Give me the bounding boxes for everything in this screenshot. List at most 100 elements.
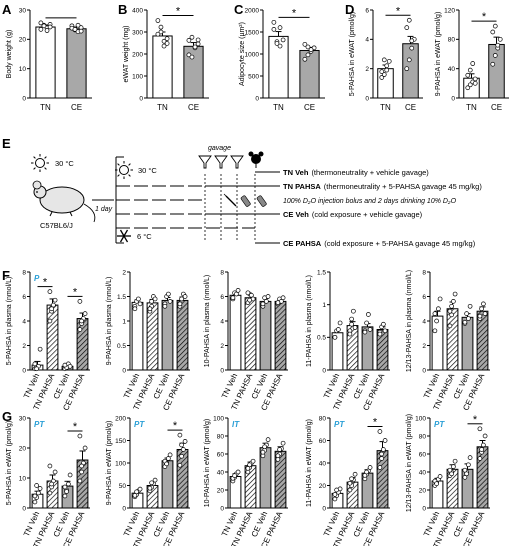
data-point bbox=[436, 306, 441, 312]
y-tick-label: 60 bbox=[319, 438, 327, 445]
data-point bbox=[77, 299, 83, 304]
data-point bbox=[280, 37, 286, 43]
data-point bbox=[275, 300, 281, 305]
data-point bbox=[382, 328, 388, 334]
bar bbox=[431, 315, 444, 371]
data-point bbox=[364, 469, 369, 475]
data-point bbox=[177, 462, 183, 468]
data-point bbox=[79, 463, 84, 469]
y-tick-label: 2000 bbox=[245, 7, 260, 14]
data-point bbox=[34, 483, 39, 488]
chart-panel-f4: 00.511.511-PAHSA in plasma (nmol/L)TN Ve… bbox=[306, 269, 390, 412]
bar bbox=[402, 43, 419, 99]
y-tick-label: 1 bbox=[122, 318, 126, 325]
y-tick-label: 20 bbox=[319, 483, 327, 490]
data-point bbox=[302, 41, 308, 47]
data-point bbox=[381, 72, 387, 77]
bar bbox=[229, 294, 242, 371]
stat-test-label: PT bbox=[434, 420, 445, 429]
data-point bbox=[234, 291, 239, 297]
group-name: CE Veh bbox=[283, 210, 309, 219]
y-axis-label: 9-PAHSA in eWAT (pmol/g) bbox=[106, 421, 113, 506]
data-point bbox=[62, 484, 68, 490]
y-tick-label: 120 bbox=[444, 7, 455, 14]
data-point bbox=[409, 38, 415, 44]
data-point bbox=[462, 467, 468, 473]
data-point bbox=[249, 292, 254, 298]
data-point bbox=[377, 331, 383, 337]
data-point bbox=[434, 481, 439, 487]
data-point bbox=[132, 493, 138, 498]
data-point bbox=[260, 301, 266, 307]
d2o-note: 100% D₂O injection bolus and 2 days drin… bbox=[283, 198, 457, 205]
data-point bbox=[477, 313, 483, 319]
data-point bbox=[406, 57, 412, 63]
y-axis-label: 5-PAHSA in eWAT (pmol/g) bbox=[6, 421, 13, 506]
data-point bbox=[305, 52, 311, 58]
y-tick-label: 1500 bbox=[245, 29, 260, 36]
data-point bbox=[152, 296, 158, 302]
data-point bbox=[362, 329, 368, 335]
data-point bbox=[265, 437, 271, 442]
bar bbox=[76, 318, 89, 371]
x-category-label: CE bbox=[188, 103, 199, 112]
data-point bbox=[404, 25, 410, 30]
data-point bbox=[245, 466, 251, 471]
data-point bbox=[482, 311, 488, 316]
group-desc: (thermoneutrality + vehicle gavage) bbox=[311, 168, 429, 177]
y-axis-label: 9-PAHSA in plasma (nmol/L) bbox=[106, 277, 113, 366]
y-tick-label: 0 bbox=[122, 505, 126, 512]
y-tick-label: 2 bbox=[122, 269, 126, 276]
significance-star: * bbox=[482, 11, 487, 23]
data-point bbox=[465, 72, 471, 78]
data-point bbox=[349, 321, 354, 327]
data-point bbox=[62, 493, 68, 499]
bar bbox=[259, 300, 272, 371]
data-point bbox=[464, 471, 469, 477]
bar bbox=[46, 304, 59, 371]
y-tick-label: 4 bbox=[220, 318, 224, 325]
chart-panel-a: 0 10 20 30 Body weight (g) TN CE bbox=[6, 7, 92, 112]
y-tick-label: 40 bbox=[319, 460, 327, 467]
data-point bbox=[177, 301, 183, 307]
bar bbox=[274, 300, 287, 371]
y-tick-label: 40 bbox=[419, 469, 427, 476]
significance-star: * bbox=[176, 6, 181, 18]
data-point bbox=[277, 447, 282, 452]
data-point bbox=[177, 432, 183, 438]
group-label-tn-pahsa: TN PAHSA (thermoneutrality + 5-PAHSA gava… bbox=[283, 182, 482, 191]
data-point bbox=[379, 451, 384, 457]
bottle-icon bbox=[240, 195, 267, 207]
data-point bbox=[235, 288, 241, 293]
y-tick-label: 400 bbox=[132, 7, 143, 14]
data-point bbox=[161, 38, 167, 44]
data-point bbox=[47, 24, 53, 30]
data-point bbox=[336, 327, 341, 332]
data-point bbox=[167, 299, 173, 304]
data-point bbox=[66, 481, 71, 487]
data-point bbox=[77, 327, 83, 332]
data-point bbox=[167, 452, 173, 458]
data-point bbox=[432, 311, 438, 316]
data-point bbox=[166, 291, 171, 297]
data-point bbox=[38, 20, 44, 26]
y-axis-label: eWAT weight (mg) bbox=[123, 25, 130, 82]
data-point bbox=[78, 28, 84, 34]
data-point bbox=[232, 473, 237, 478]
y-tick-label: 0 bbox=[220, 505, 224, 512]
data-point bbox=[366, 312, 371, 317]
panel-label-d: D bbox=[345, 2, 354, 17]
y-tick-label: 60 bbox=[419, 451, 427, 458]
data-point bbox=[32, 361, 38, 367]
data-point bbox=[462, 475, 468, 480]
syringe-icon bbox=[223, 193, 237, 207]
group-name: TN Veh bbox=[283, 168, 309, 177]
data-point bbox=[247, 462, 252, 468]
x-category-label: TN bbox=[40, 103, 51, 112]
data-point bbox=[181, 447, 186, 452]
data-point bbox=[147, 306, 153, 312]
data-point bbox=[271, 27, 277, 32]
data-point bbox=[47, 490, 53, 496]
data-point bbox=[64, 489, 69, 494]
